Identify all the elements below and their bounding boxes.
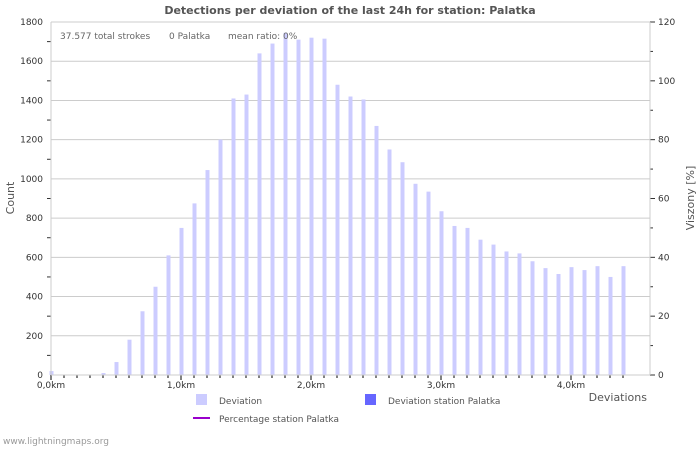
bar xyxy=(439,211,444,375)
bar xyxy=(491,244,496,375)
y-tick-label: 600 xyxy=(26,253,43,263)
bar xyxy=(244,94,249,376)
bar xyxy=(296,39,301,376)
bar xyxy=(608,276,613,375)
x-tick-label: 1,0km xyxy=(167,381,195,391)
legend-label-station: Deviation station Palatka xyxy=(388,397,500,407)
bar xyxy=(192,203,197,375)
stat-mean-ratio: mean ratio: 0% xyxy=(228,32,298,42)
stat-total-strokes: 37.577 total strokes xyxy=(60,32,150,42)
y-tick-label: 0 xyxy=(37,371,43,381)
bar xyxy=(569,267,574,375)
x-axis-label: Deviations xyxy=(589,391,648,404)
stat-station-strokes: 0 Palatka xyxy=(169,32,210,42)
x-tick-label: 4,0km xyxy=(557,381,585,391)
bar xyxy=(361,99,366,375)
legend-label-percentage: Percentage station Palatka xyxy=(219,415,339,425)
bar xyxy=(387,149,392,375)
x-tick-label: 2,0km xyxy=(297,381,325,391)
y2-axis-label: Viszony [%] xyxy=(684,166,697,231)
bar xyxy=(166,255,171,375)
y-tick-label: 1200 xyxy=(20,136,43,146)
bar xyxy=(231,98,236,375)
y-tick-label: 1400 xyxy=(20,96,43,106)
bar xyxy=(543,268,548,375)
y-tick-label: 1800 xyxy=(20,18,43,28)
bar xyxy=(270,43,275,375)
bar xyxy=(374,125,379,375)
y2-tick-label: 20 xyxy=(658,312,670,322)
bar xyxy=(478,239,483,375)
bar xyxy=(556,274,561,375)
legend-label-deviation: Deviation xyxy=(219,397,262,407)
y-tick-label: 200 xyxy=(26,332,43,342)
y2-tick-label: 0 xyxy=(658,371,664,381)
bar xyxy=(283,32,288,376)
bar xyxy=(309,37,314,375)
x-tick-label: 0,0km xyxy=(37,381,65,391)
y-tick-label: 800 xyxy=(26,214,43,224)
bar xyxy=(595,266,600,375)
bar xyxy=(621,266,626,375)
bar xyxy=(101,373,106,375)
y2-tick-label: 40 xyxy=(658,253,670,263)
y-tick-label: 400 xyxy=(26,293,43,303)
bar xyxy=(400,162,405,375)
bar xyxy=(348,96,353,376)
bar xyxy=(413,183,418,375)
bar xyxy=(127,339,132,375)
bar xyxy=(582,270,587,375)
bar xyxy=(140,311,145,375)
legend-swatch-station xyxy=(365,394,376,405)
y2-tick-label: 120 xyxy=(658,18,675,28)
y2-tick-label: 100 xyxy=(658,77,675,87)
site-credit: www.lightningmaps.org xyxy=(3,437,109,447)
bar xyxy=(504,251,509,375)
bar xyxy=(530,261,535,375)
bar xyxy=(205,170,210,375)
bar xyxy=(322,38,327,376)
bar xyxy=(153,286,158,375)
y-axis-label: Count xyxy=(4,181,17,214)
y2-tick-label: 80 xyxy=(658,136,670,146)
y-tick-label: 1000 xyxy=(20,175,43,185)
x-tick-label: 3,0km xyxy=(427,381,455,391)
y-tick-label: 1600 xyxy=(20,57,43,67)
bar xyxy=(179,227,184,375)
bar xyxy=(426,191,431,375)
chart-title: Detections per deviation of the last 24h… xyxy=(164,4,535,17)
bar xyxy=(335,84,340,375)
bar xyxy=(114,362,119,375)
bar xyxy=(452,225,457,375)
bar xyxy=(517,253,522,375)
legend-swatch-deviation xyxy=(196,394,207,405)
bar xyxy=(257,53,262,375)
y2-tick-label: 60 xyxy=(658,195,670,205)
bar xyxy=(218,139,223,375)
bar xyxy=(465,227,470,375)
